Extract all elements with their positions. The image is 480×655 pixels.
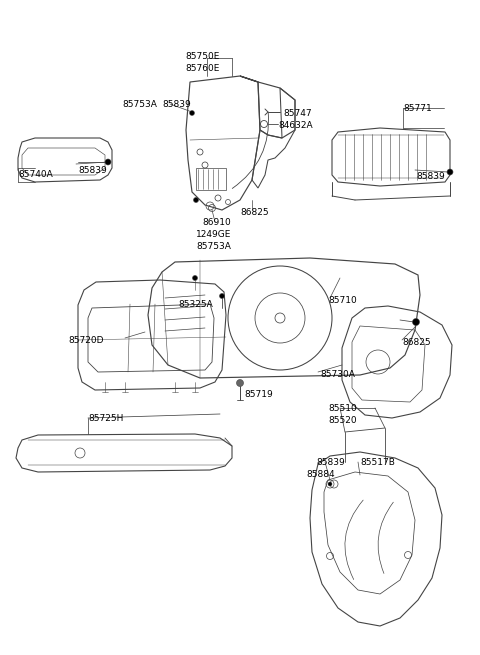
Text: 85750E: 85750E — [185, 52, 219, 61]
Circle shape — [192, 276, 197, 280]
Text: 85725H: 85725H — [88, 414, 123, 423]
Text: 85771: 85771 — [403, 104, 432, 113]
Text: 86910: 86910 — [202, 218, 231, 227]
Text: 1249GE: 1249GE — [196, 230, 231, 239]
Text: 84632A: 84632A — [278, 121, 312, 130]
Circle shape — [412, 318, 420, 326]
Text: 85710: 85710 — [328, 296, 357, 305]
Text: 85719: 85719 — [244, 390, 273, 399]
Circle shape — [447, 169, 453, 175]
Text: 85839: 85839 — [416, 172, 445, 181]
Circle shape — [237, 379, 243, 386]
Text: 85760E: 85760E — [185, 64, 219, 73]
Text: 85510: 85510 — [328, 404, 357, 413]
Text: 85520: 85520 — [328, 416, 357, 425]
Text: 85740A: 85740A — [18, 170, 53, 179]
Text: 85839: 85839 — [316, 458, 345, 467]
Text: 86825: 86825 — [402, 338, 431, 347]
Text: 85884: 85884 — [306, 470, 335, 479]
Circle shape — [328, 482, 332, 486]
Circle shape — [219, 293, 225, 299]
Text: 85747: 85747 — [283, 109, 312, 118]
Circle shape — [190, 111, 194, 115]
Circle shape — [105, 159, 111, 165]
Text: 85753A: 85753A — [122, 100, 157, 109]
Bar — [196, 168, 226, 190]
Text: 85730A: 85730A — [320, 370, 355, 379]
Text: 85839: 85839 — [162, 100, 191, 109]
Text: 85517B: 85517B — [360, 458, 395, 467]
Text: 86825: 86825 — [240, 208, 269, 217]
Text: 85720D: 85720D — [68, 336, 104, 345]
Text: 85839: 85839 — [78, 166, 107, 175]
Text: 85325A: 85325A — [178, 300, 213, 309]
Text: 85753A: 85753A — [196, 242, 231, 251]
Circle shape — [193, 198, 199, 202]
